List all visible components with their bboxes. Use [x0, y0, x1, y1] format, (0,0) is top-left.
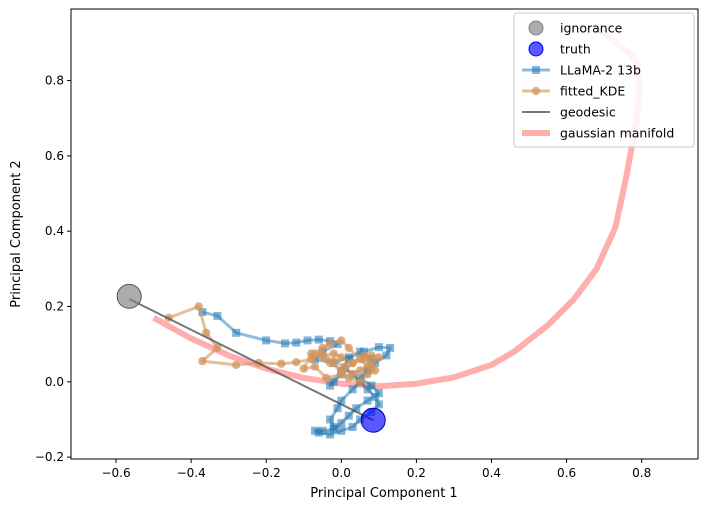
llama-point-47 — [356, 347, 365, 356]
kde-point-39 — [310, 362, 320, 371]
kde-point-15 — [367, 351, 376, 360]
kde-point-42 — [348, 358, 357, 368]
kde-point-37 — [307, 349, 316, 358]
kde-point-38 — [299, 364, 308, 373]
llama-point-33 — [348, 423, 357, 431]
llama-point-30 — [314, 428, 323, 437]
llama-point-25 — [344, 411, 353, 420]
x-tick-label: 0.0 — [332, 466, 351, 480]
llama-point-17 — [382, 351, 391, 360]
legend: ignorance truth LLaMA-2 13b fitted_KDEgeode… — [513, 12, 695, 148]
llama-point-32 — [337, 426, 346, 435]
kde-point-12 — [337, 353, 346, 362]
y-tick-label: 0.6 — [45, 149, 64, 163]
x-tick-label: 0.2 — [407, 466, 426, 480]
x-axis: −0.6 −0.4 −0.2 0.0 0.2 0.4 0.6 0.8 — [101, 459, 651, 480]
legend-label: fitted_KDE — [560, 84, 625, 99]
llama-point-0 — [198, 308, 207, 317]
legend-truth-marker — [528, 41, 544, 57]
llama-point-1 — [213, 311, 222, 320]
llama-point-51 — [348, 385, 357, 394]
kde-point-33 — [344, 373, 353, 383]
llama-point-16 — [386, 343, 395, 352]
legend-kde-marker — [531, 86, 541, 96]
x-tick-label: −0.4 — [177, 466, 206, 480]
y-tick-label: 0.2 — [45, 299, 64, 313]
y-tick-label: −0.2 — [35, 450, 64, 464]
llama-point-53 — [333, 404, 342, 413]
kde-point-40 — [322, 373, 331, 383]
llama-point-9 — [333, 340, 342, 349]
legend-llama-marker — [532, 66, 540, 74]
x-tick-label: 0.4 — [482, 466, 501, 480]
y-tick-label: 0.0 — [45, 375, 64, 389]
kde-point-5 — [232, 360, 241, 370]
llama-point-31 — [326, 430, 335, 439]
llama-point-52 — [337, 396, 346, 405]
x-tick-label: −0.2 — [252, 466, 281, 480]
kde-point-2 — [202, 328, 211, 337]
x-tick-label: 0.6 — [557, 466, 576, 480]
legend-ignorance-marker — [528, 20, 544, 36]
llama-point-7 — [314, 335, 323, 344]
y-tick-label: 0.4 — [45, 224, 64, 238]
llama-point-15 — [374, 343, 383, 352]
legend-label: ignorance — [560, 21, 623, 36]
y-axis: −0.2 0.0 0.2 0.4 0.6 0.8 — [35, 74, 71, 464]
y-tick-label: 0.8 — [45, 74, 64, 88]
kde-point-8 — [292, 358, 301, 367]
x-tick-label: 0.8 — [632, 466, 651, 480]
kde-point-41 — [337, 370, 346, 379]
kde-point-16 — [374, 353, 384, 362]
legend-label: geodesic — [560, 105, 616, 120]
kde-point-3 — [213, 343, 222, 353]
kde-point-31 — [363, 370, 372, 379]
x-axis-label: Principal Component 1 — [310, 486, 457, 501]
series-geodesic-line — [128, 298, 374, 422]
legend-label: truth — [560, 42, 591, 57]
x-tick-label: −0.6 — [101, 466, 130, 480]
llama-point-34 — [356, 415, 365, 424]
llama-point-38 — [363, 385, 372, 394]
legend-label: LLaMA-2 13b — [560, 63, 641, 78]
kde-point-35 — [325, 358, 335, 368]
llama-point-3 — [262, 336, 271, 345]
kde-point-25 — [325, 339, 335, 349]
llama-point-37 — [371, 392, 380, 401]
kde-point-26 — [337, 336, 346, 345]
truth-point — [360, 407, 386, 433]
legend-label: gaussian manifold — [560, 126, 674, 141]
kde-point-44 — [367, 362, 376, 371]
llama-point-6 — [303, 336, 312, 345]
kde-point-43 — [359, 351, 369, 360]
kde-point-1 — [194, 302, 203, 311]
kde-point-27 — [344, 343, 353, 353]
legend-box — [513, 12, 695, 148]
ignorance-point — [116, 283, 142, 309]
kde-point-7 — [277, 359, 286, 368]
llama-point-24 — [352, 404, 361, 413]
y-axis-label: Principal Component 2 — [9, 160, 24, 307]
axes-frame — [70, 8, 699, 460]
llama-point-46 — [344, 355, 353, 364]
kde-point-18 — [355, 366, 365, 375]
llama-point-36 — [374, 400, 383, 409]
llama-point-2 — [232, 328, 241, 337]
kde-point-11 — [329, 349, 338, 358]
kde-point-32 — [355, 377, 365, 386]
llama-point-5 — [292, 338, 301, 347]
llama-point-44 — [326, 381, 335, 390]
llama-point-55 — [329, 423, 338, 431]
kde-point-4 — [198, 356, 207, 366]
kde-point-36 — [318, 351, 327, 360]
llama-point-26 — [337, 419, 346, 428]
llama-point-23 — [363, 396, 372, 405]
llama-point-4 — [281, 339, 289, 348]
kde-point-24 — [318, 343, 327, 353]
llama-point-54 — [326, 415, 335, 424]
